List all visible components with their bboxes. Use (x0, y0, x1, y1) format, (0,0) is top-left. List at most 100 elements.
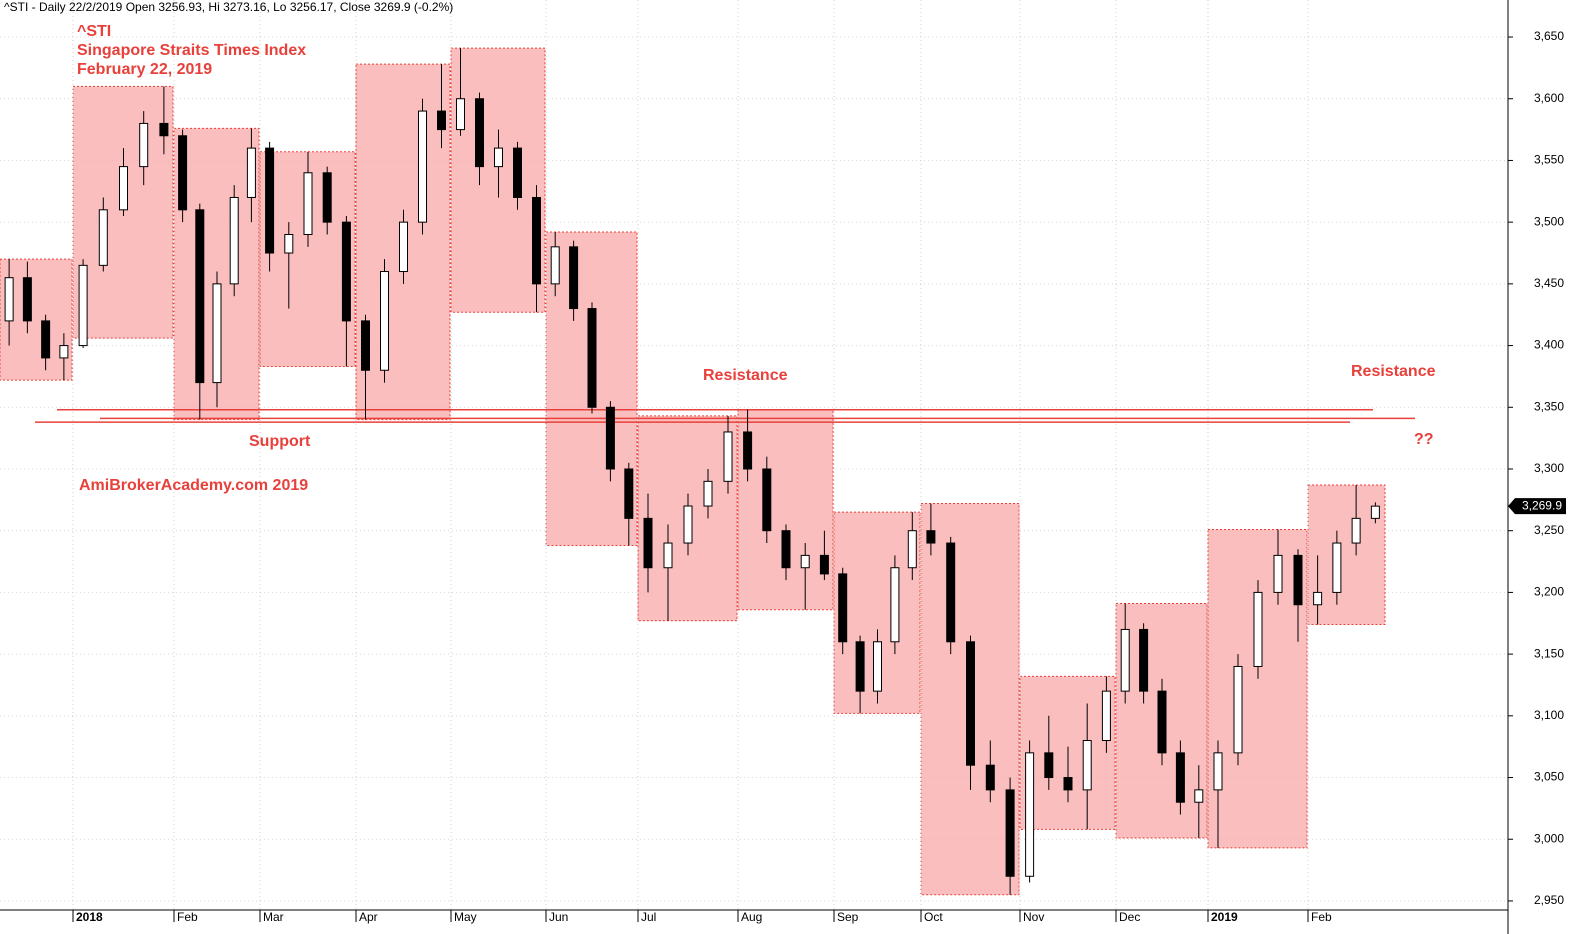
watermark: AmiBrokerAcademy.com 2019 (79, 477, 308, 494)
candle-body (1139, 628, 1149, 692)
candle-body (683, 505, 693, 544)
annotation: Resistance (1351, 363, 1436, 380)
y-tick-label: 3,600 (1534, 91, 1564, 105)
candle-body (663, 542, 673, 569)
candle-body (800, 554, 810, 569)
candle-body (246, 147, 256, 198)
candle-body (1005, 789, 1015, 877)
annotation: Support (249, 433, 311, 450)
candle-body (195, 209, 205, 384)
y-tick-label: 3,100 (1534, 708, 1564, 722)
x-tick-label: Mar (263, 910, 284, 924)
x-tick-label: 2019 (1211, 910, 1238, 924)
candle-body (1313, 591, 1323, 606)
candle-body (284, 233, 294, 254)
candle-body (1332, 542, 1342, 593)
candle-body (1025, 752, 1035, 877)
y-tick-label: 3,150 (1534, 646, 1564, 660)
candle-body (456, 98, 465, 131)
x-tick-label: May (454, 910, 477, 924)
candle-body (605, 406, 615, 470)
candle-body (966, 641, 975, 766)
x-tick-label: Feb (177, 910, 198, 924)
y-tick-label: 3,350 (1534, 399, 1564, 413)
y-tick-label: 3,450 (1534, 276, 1564, 290)
candle-body (1351, 517, 1361, 544)
candle-body (418, 110, 427, 223)
candle-body (98, 209, 108, 266)
x-tick-label: Aug (741, 910, 762, 924)
candle-body (819, 554, 829, 575)
y-tick-label: 3,650 (1534, 29, 1564, 43)
candle-body (855, 641, 865, 692)
candle-body (178, 135, 188, 211)
candle-body (873, 641, 882, 692)
date: February 22, 2019 (77, 61, 212, 78)
y-tick-label: 3,200 (1534, 585, 1564, 599)
candle-body (119, 166, 128, 211)
x-tick-label: 2018 (76, 910, 103, 924)
x-tick-label: Dec (1119, 910, 1140, 924)
x-tick-label: Jun (549, 910, 568, 924)
candle-body (1082, 740, 1092, 791)
x-tick-label: Sep (837, 910, 859, 924)
candle-body (513, 147, 522, 198)
y-tick-label: 3,500 (1534, 214, 1564, 228)
candle-body (1175, 752, 1185, 803)
candle-body (532, 196, 541, 285)
y-tick-label: 2,950 (1534, 893, 1564, 907)
candle-body (265, 147, 275, 254)
annotation: ?? (1414, 431, 1434, 448)
candle-body (1101, 690, 1111, 742)
candle-body (475, 98, 484, 168)
header: ^STI - Daily 22/2/2019 Open 3256.93, Hi … (4, 0, 453, 14)
candle-body (1120, 628, 1130, 692)
candle-body (907, 530, 917, 569)
y-tick-label: 3,300 (1534, 461, 1564, 475)
candle-body (229, 196, 239, 285)
candle-body (437, 110, 446, 131)
subtitle: Singapore Straits Times Index (77, 42, 306, 59)
y-tick-label: 3,250 (1534, 523, 1564, 537)
candle-body (78, 264, 88, 347)
candle-body (59, 345, 69, 359)
candle-body (361, 320, 370, 371)
candle-body (494, 147, 503, 168)
candle-body (1044, 752, 1054, 779)
price-tag (1508, 498, 1566, 515)
candle-body (550, 246, 560, 285)
y-tick-label: 3,550 (1534, 153, 1564, 167)
candle-body (723, 431, 733, 482)
x-tick-label: Oct (924, 910, 943, 924)
candle-body (926, 530, 936, 544)
candle-body (838, 573, 848, 643)
candle-body (399, 221, 408, 273)
candle-body (1063, 777, 1073, 791)
candle-body (985, 764, 995, 791)
candle-body (743, 431, 753, 470)
x-tick-label: Nov (1023, 910, 1044, 924)
candle-body (1293, 554, 1303, 606)
candle-body (703, 480, 713, 507)
candle-body (1233, 665, 1243, 754)
candle-body (1157, 690, 1167, 754)
candle-body (341, 221, 351, 322)
candle-body (303, 172, 313, 235)
x-tick-label: Jul (641, 910, 656, 924)
candle-body (4, 277, 14, 322)
candle-body (624, 468, 634, 519)
candle-body (643, 517, 653, 569)
annotation: Resistance (703, 367, 788, 384)
candle-body (781, 530, 791, 569)
y-tick-label: 3,400 (1534, 338, 1564, 352)
candle-body (1194, 789, 1204, 803)
candle-body (1253, 591, 1263, 667)
candle-body (946, 542, 956, 643)
candle-body (159, 122, 169, 137)
x-tick-label: Feb (1311, 910, 1332, 924)
candle-body (322, 172, 332, 223)
x-tick-label: Apr (359, 910, 378, 924)
y-tick-label: 3,000 (1534, 831, 1564, 845)
price-tag-label: 3,269.9 (1522, 498, 1562, 512)
title: ^STI (77, 23, 111, 40)
